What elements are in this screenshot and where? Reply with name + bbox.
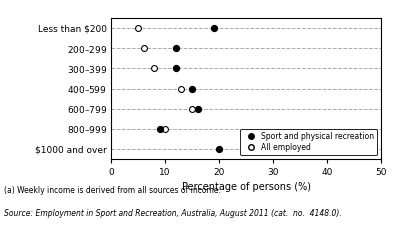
Point — [189, 107, 195, 111]
Point — [178, 87, 185, 90]
Point — [173, 67, 179, 70]
Point — [156, 127, 163, 131]
Point — [335, 147, 341, 151]
Point — [162, 127, 168, 131]
Point — [189, 87, 195, 90]
Text: Source: Employment in Sport and Recreation, Australia, August 2011 (cat.  no.  4: Source: Employment in Sport and Recreati… — [4, 209, 342, 218]
Point — [141, 47, 147, 50]
Point — [173, 47, 179, 50]
Text: (a) Weekly income is derived from all sources of income.: (a) Weekly income is derived from all so… — [4, 186, 221, 195]
Point — [216, 147, 222, 151]
Point — [135, 26, 141, 30]
Legend: Sport and physical recreation, All employed: Sport and physical recreation, All emplo… — [241, 129, 377, 155]
Point — [151, 67, 158, 70]
Point — [210, 26, 217, 30]
X-axis label: Percentage of persons (%): Percentage of persons (%) — [182, 183, 310, 192]
Point — [195, 107, 201, 111]
